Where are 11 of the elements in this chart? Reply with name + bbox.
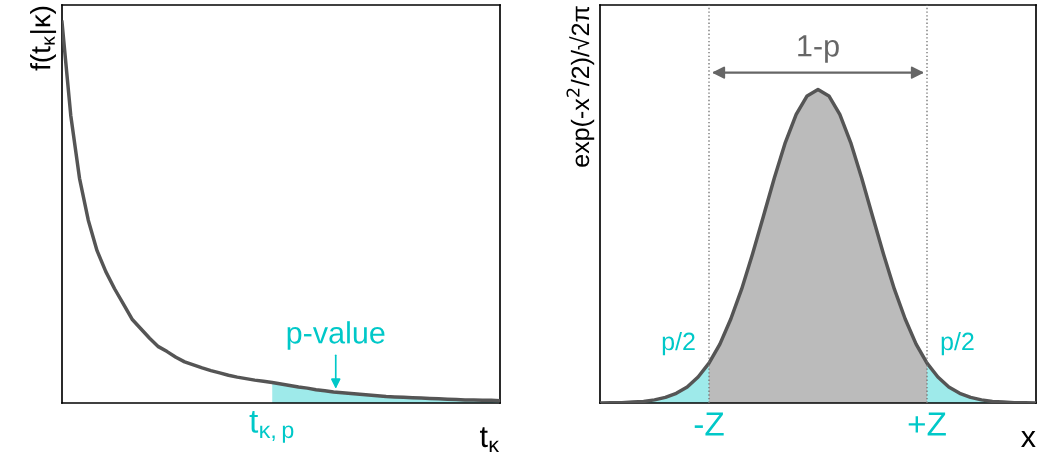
text: 1-p: [798, 35, 839, 63]
y-axis-title: exp(-x$^{2}$/2)/√2π: [566, 6, 595, 167]
x-tick-label: -Z: [694, 412, 724, 436]
annotation: p-value: [287, 321, 385, 350]
annotation: p/2: [941, 331, 974, 356]
x-axis-title: t$_{κ}$: [479, 427, 500, 452]
x-tick-label: +Z: [908, 412, 946, 436]
text: t$_{κ,p}$: [249, 410, 294, 443]
y-axis-title: f(t$_{κ}$|κ): [30, 6, 57, 71]
x-axis-title: x: [1021, 430, 1036, 448]
annotation: p/2: [662, 331, 695, 356]
